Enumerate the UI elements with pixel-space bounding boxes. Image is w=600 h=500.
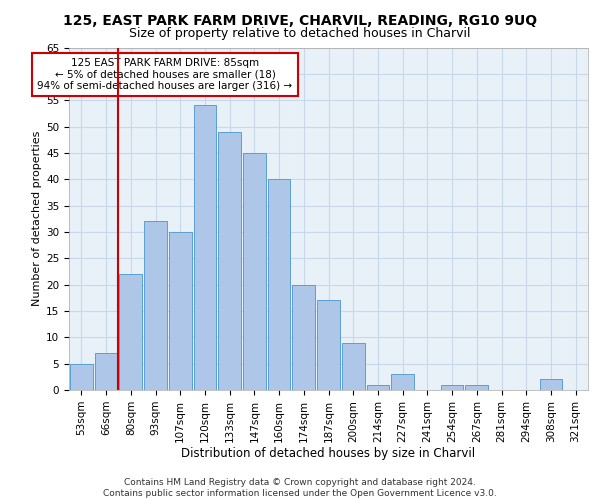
Bar xyxy=(144,222,167,390)
Bar xyxy=(218,132,241,390)
Bar xyxy=(70,364,93,390)
Bar xyxy=(292,284,315,390)
Bar xyxy=(169,232,191,390)
Text: 125, EAST PARK FARM DRIVE, CHARVIL, READING, RG10 9UQ: 125, EAST PARK FARM DRIVE, CHARVIL, READ… xyxy=(63,14,537,28)
Bar xyxy=(441,384,463,390)
Bar xyxy=(317,300,340,390)
Bar xyxy=(539,380,562,390)
Bar xyxy=(268,179,290,390)
Bar xyxy=(194,106,216,390)
Bar xyxy=(243,153,266,390)
Text: Contains HM Land Registry data © Crown copyright and database right 2024.
Contai: Contains HM Land Registry data © Crown c… xyxy=(103,478,497,498)
Text: 125 EAST PARK FARM DRIVE: 85sqm
← 5% of detached houses are smaller (18)
94% of : 125 EAST PARK FARM DRIVE: 85sqm ← 5% of … xyxy=(37,58,293,91)
Bar xyxy=(342,342,365,390)
Bar xyxy=(367,384,389,390)
Bar xyxy=(119,274,142,390)
Y-axis label: Number of detached properties: Number of detached properties xyxy=(32,131,42,306)
Bar xyxy=(391,374,414,390)
Bar xyxy=(466,384,488,390)
Text: Size of property relative to detached houses in Charvil: Size of property relative to detached ho… xyxy=(129,28,471,40)
Bar xyxy=(95,353,118,390)
X-axis label: Distribution of detached houses by size in Charvil: Distribution of detached houses by size … xyxy=(181,448,476,460)
